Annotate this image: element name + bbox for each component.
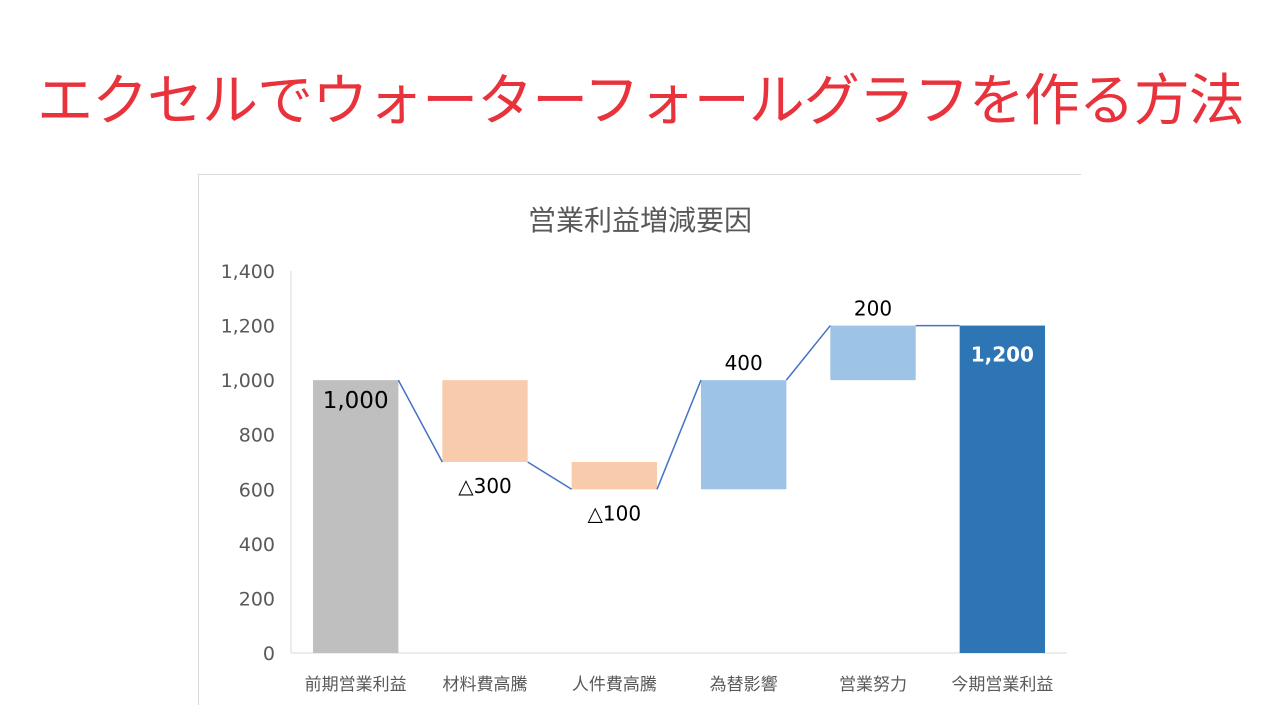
connector-line [785,325,831,381]
connector-line [656,379,702,490]
x-tick-label: 前期営業利益 [305,675,407,695]
bar-decrease [571,462,658,490]
y-tick-label: 1,400 [221,261,275,283]
connector-line [527,461,573,490]
data-label: △300 [458,474,512,498]
bar-increase [830,325,916,381]
y-tick-label: 0 [263,643,275,665]
bar-decrease [442,380,528,462]
chart-area: 営業利益増減要因 0 200 400 600 800 1,000 1,200 1,400 1,… [198,174,1081,705]
x-tick-label: 今期営業利益 [951,675,1053,695]
connector-line [397,379,443,463]
x-tick-label: 営業努力 [839,675,907,695]
x-tick-label: 人件費高騰 [572,675,657,695]
chart-title: 営業利益増減要因 [528,204,752,237]
y-tick-label: 1,200 [221,316,275,338]
y-tick-label: 1,000 [221,370,275,392]
y-tick-label: 400 [239,534,275,556]
data-label: 200 [854,297,892,321]
x-tick-label: 為替影響 [710,675,778,695]
bar-total-end [959,325,1046,653]
y-tick-label: 800 [239,425,275,447]
data-label: △100 [588,501,642,525]
y-tick-label: 200 [239,588,275,610]
x-tick-label: 材料費高騰 [443,675,528,695]
data-label: 400 [725,351,763,375]
y-tick-label: 600 [239,479,275,501]
page-headline: エクセルでウォーターフォールグラフを作る方法 [37,69,1245,134]
data-label: 1,200 [971,343,1034,367]
waterfall-chart: 営業利益増減要因 0 200 400 600 800 1,000 1,200 1,400 1,… [221,204,1067,695]
data-label: 1,000 [323,388,389,414]
bar-total-start [312,380,399,653]
bar-increase [700,380,787,490]
